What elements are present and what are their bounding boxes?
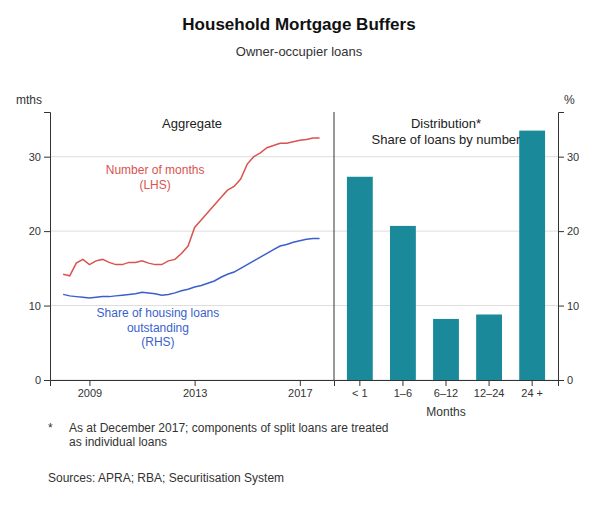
tick-label: 12–24 — [474, 387, 505, 399]
tick-label: 0 — [567, 374, 573, 386]
annotations: Aggregate Number of months(LHS) Share of h… — [16, 93, 222, 349]
x-axis: < 1 1–6 6–12 12–24 24 + — [335, 380, 559, 399]
bar — [476, 314, 502, 380]
bar — [390, 226, 416, 380]
series-label: Number of months(LHS) — [106, 163, 205, 191]
divider — [334, 112, 335, 380]
tick: 2013 — [183, 380, 207, 399]
y-axis-label: % — [564, 93, 575, 107]
tick-mark — [44, 380, 50, 381]
plot-area — [347, 131, 545, 380]
x-axis: 2009 2013 2017 — [51, 380, 335, 399]
y-axis: 0 10 20 30 — [29, 113, 51, 387]
tick: 20 — [558, 225, 579, 237]
axis-line — [44, 113, 51, 381]
plot-area — [63, 138, 319, 298]
y-axis-label: mths — [16, 93, 42, 107]
tick: 2017 — [288, 380, 312, 399]
tick-mark — [446, 380, 447, 386]
tick: 12–24 — [474, 380, 505, 399]
tick-mark — [300, 380, 301, 386]
grid — [50, 157, 334, 380]
bar — [519, 131, 545, 380]
tick-mark — [558, 157, 564, 158]
tick: 6–12 — [434, 380, 458, 399]
series-label: Share of housing loansoutstanding(RHS) — [97, 306, 220, 349]
tick-label: 10 — [567, 300, 579, 312]
line — [63, 138, 319, 276]
tick-label: 20 — [567, 225, 579, 237]
tick-label: 20 — [29, 225, 41, 237]
footnote-marker: * — [48, 421, 53, 435]
tick-mark — [44, 231, 50, 232]
line — [63, 239, 319, 299]
panel-label: Distribution*Share of loans by number — [372, 116, 522, 147]
grid-line — [50, 231, 334, 232]
tick-mark — [359, 380, 360, 386]
tick: 1–6 — [394, 380, 412, 399]
tick-mark — [489, 380, 490, 386]
tick-mark — [89, 380, 90, 386]
panel-label: Aggregate — [162, 116, 222, 131]
tick: 2009 — [78, 380, 102, 399]
axis-line — [335, 381, 559, 387]
y-axis: 0 10 20 30 — [558, 113, 579, 387]
axis-line — [559, 113, 565, 381]
x-axis-label: Months — [426, 405, 465, 419]
notes: * As at December 2017; components of spli… — [48, 421, 389, 485]
tick-label: 0 — [35, 374, 41, 386]
tick-label: 24 + — [521, 387, 543, 399]
tick-label: 2013 — [183, 387, 207, 399]
tick: 10 — [29, 300, 50, 312]
tick-label: 1–6 — [394, 387, 412, 399]
tick: 24 + — [521, 380, 543, 399]
subtitle: Owner-occupier loans — [236, 44, 363, 59]
annotations: Distribution*Share of loans by number Mon… — [372, 93, 575, 419]
tick-label: 30 — [29, 151, 41, 163]
tick-mark — [558, 380, 564, 381]
tick: 20 — [29, 225, 50, 237]
axis-line — [51, 381, 335, 387]
tick: 0 — [558, 374, 573, 386]
tick-mark — [44, 157, 50, 158]
tick-label: 2017 — [288, 387, 312, 399]
sources: Sources: APRA; RBA; Securitisation Syste… — [48, 471, 284, 485]
tick-label: 30 — [567, 151, 579, 163]
tick-label: < 1 — [352, 387, 368, 399]
tick: 0 — [35, 374, 50, 386]
bar — [347, 177, 373, 380]
tick-label: 2009 — [78, 387, 102, 399]
tick-mark — [532, 380, 533, 386]
tick-label: 10 — [29, 300, 41, 312]
title: Household Mortgage Buffers — [182, 15, 415, 34]
tick-mark — [44, 306, 50, 307]
tick-mark — [558, 231, 564, 232]
tick-mark — [402, 380, 403, 386]
chart: Household Mortgage Buffers Owner-occupier… — [0, 0, 598, 511]
tick: 10 — [558, 300, 579, 312]
tick-mark — [195, 380, 196, 386]
tick: 30 — [558, 151, 579, 163]
tick-label: 6–12 — [434, 387, 458, 399]
tick: 30 — [29, 151, 50, 163]
bar — [433, 319, 459, 380]
grid-line — [50, 156, 334, 157]
tick-mark — [558, 306, 564, 307]
tick: < 1 — [352, 380, 368, 399]
footnote: As at December 2017; components of split… — [69, 421, 389, 449]
